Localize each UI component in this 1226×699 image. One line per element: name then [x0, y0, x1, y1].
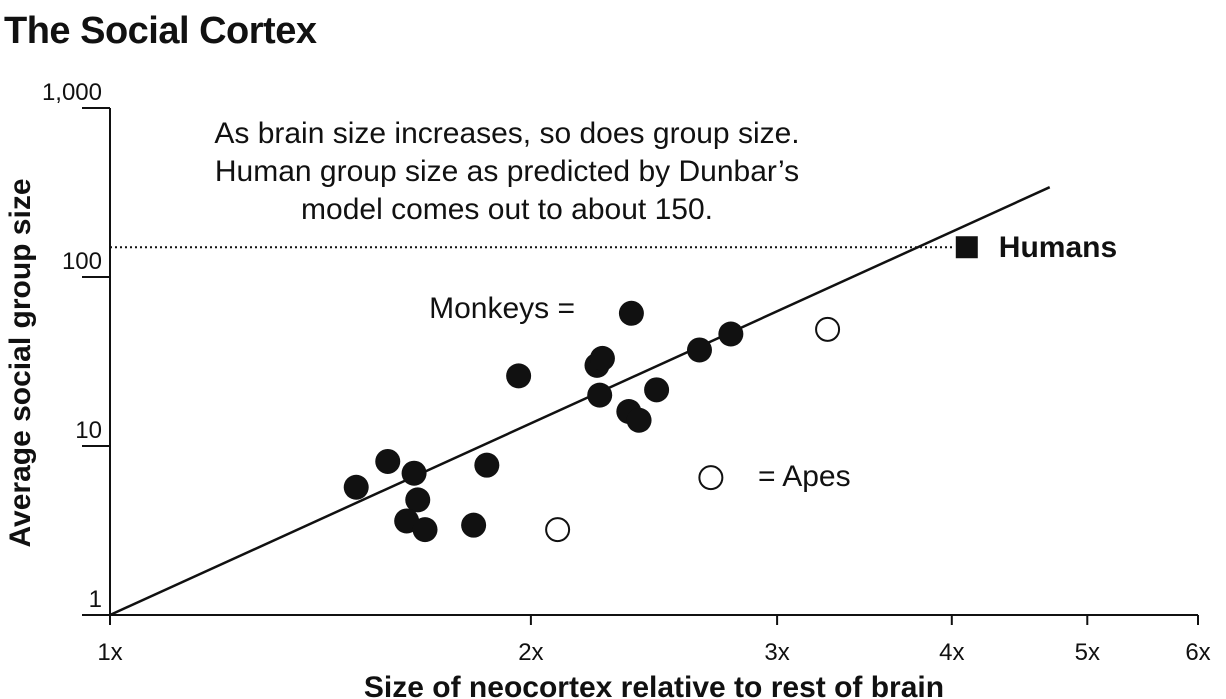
chart-title: The Social Cortex — [4, 10, 317, 52]
x-axis-label: Size of neocortex relative to rest of br… — [364, 671, 944, 699]
monkey-point — [412, 517, 438, 543]
x-tick-label: 2x — [518, 639, 543, 666]
monkey-point — [686, 337, 712, 363]
annotation-text-line: As brain size increases, so does group s… — [214, 117, 799, 150]
monkey-point — [618, 300, 644, 326]
monkey-point — [718, 321, 744, 347]
axes: 1x 2x 3x 4x 5x 6x 1 10 100 1,000 — [42, 79, 1211, 666]
monkey-point — [405, 487, 431, 513]
y-axis-label: Average social group size — [4, 178, 37, 547]
ape-point — [815, 316, 841, 342]
ape-point — [698, 465, 724, 491]
monkey-point — [589, 345, 615, 371]
legend-monkeys-label: Monkeys = — [429, 292, 575, 325]
monkey-point — [474, 452, 500, 478]
monkey-point — [461, 512, 487, 538]
y-tick-label: 10 — [75, 417, 102, 444]
x-tick-label: 1x — [97, 639, 122, 666]
monkey-point — [343, 474, 369, 500]
annotation-text-line: model comes out to about 150. — [301, 193, 713, 226]
x-tick-label: 4x — [939, 639, 964, 666]
monkey-point — [626, 407, 652, 433]
data-marks: Humans — [343, 231, 1117, 543]
x-tick-label: 3x — [764, 639, 789, 666]
x-tick-label: 5x — [1075, 639, 1100, 666]
humans-label: Humans — [999, 231, 1117, 264]
y-tick-label: 100 — [62, 248, 102, 275]
y-tick-label: 1,000 — [42, 79, 102, 106]
monkey-point — [401, 460, 427, 486]
y-tick-label: 1 — [89, 586, 102, 613]
monkey-point — [644, 377, 670, 403]
monkey-point — [506, 363, 532, 389]
ape-point — [545, 517, 571, 543]
monkey-point — [375, 448, 401, 474]
annotation-text-line: Human group size as predicted by Dunbar’… — [215, 155, 799, 188]
regression-line — [109, 186, 1051, 617]
humans-point — [955, 236, 978, 259]
x-tick-label: 6x — [1185, 639, 1210, 666]
monkey-point — [587, 382, 613, 408]
annotation-layer: As brain size increases, so does group s… — [109, 117, 1051, 617]
legend-apes-label: = Apes — [758, 460, 851, 493]
